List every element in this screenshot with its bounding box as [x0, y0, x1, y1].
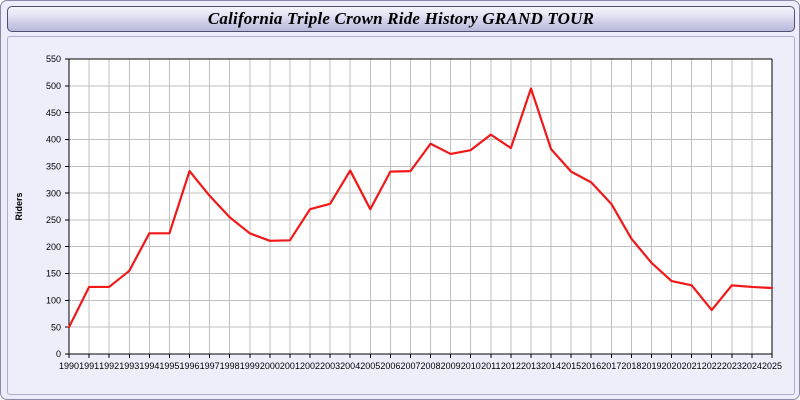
x-tick-label: 2017 [601, 361, 621, 371]
x-tick-label: 2020 [662, 361, 682, 371]
x-tick-label: 2012 [501, 361, 521, 371]
y-axis-title-text: Riders [14, 192, 24, 220]
y-tick-label: 550 [46, 54, 61, 64]
x-tick-label: 2019 [641, 361, 661, 371]
x-tick-label: 2000 [260, 361, 280, 371]
plot-background [69, 59, 772, 354]
y-tick-label: 50 [51, 322, 61, 332]
window-title-bar: California Triple Crown Ride History GRA… [7, 6, 795, 32]
x-tick-label: 2011 [481, 361, 500, 371]
y-tick-label: 500 [46, 81, 61, 91]
x-tick-label: 2008 [421, 361, 441, 371]
x-tick-label: 2022 [702, 361, 722, 371]
y-axis-ticks: 0 50 100 150 200 250 300 350 400 450 500 550 [46, 54, 69, 359]
x-tick-label: 2009 [441, 361, 461, 371]
x-tick-label: 2010 [461, 361, 481, 371]
x-tick-label: 2013 [521, 361, 541, 371]
x-tick-label: 2021 [682, 361, 702, 371]
x-tick-label: 2004 [340, 361, 360, 371]
y-tick-label: 250 [46, 215, 61, 225]
y-tick-label: 300 [46, 188, 61, 198]
x-tick-label: 2007 [400, 361, 420, 371]
y-tick-label: 150 [46, 269, 61, 279]
y-tick-label: 350 [46, 161, 61, 171]
x-axis-ticks: 1990 1991 1992 1993 1994 1995 1996 1997 1998 1999… [59, 354, 782, 371]
x-tick-label: 2018 [621, 361, 641, 371]
x-tick-label: 1990 [59, 361, 79, 371]
x-tick-label: 1999 [240, 361, 260, 371]
x-tick-label: 1993 [119, 361, 139, 371]
x-tick-label: 2005 [360, 361, 380, 371]
x-tick-label: 1991 [79, 361, 99, 371]
x-tick-label: 2014 [541, 361, 561, 371]
x-tick-label: 1995 [159, 361, 179, 371]
y-tick-label: 200 [46, 242, 61, 252]
chart-plot-container: 0 50 100 150 200 250 300 350 400 450 500 550 1990 19… [7, 36, 795, 395]
x-tick-label: 2024 [742, 361, 762, 371]
x-tick-label: 2025 [762, 361, 782, 371]
axis-lines [68, 58, 773, 355]
x-tick-label: 1994 [139, 361, 159, 371]
y-axis-title: Riders [14, 192, 24, 220]
x-tick-label: 1997 [200, 361, 220, 371]
x-tick-label: 1992 [99, 361, 119, 371]
y-tick-label: 400 [46, 135, 61, 145]
x-tick-label: 2023 [722, 361, 742, 371]
data-series-riders[interactable] [67, 87, 774, 329]
series-line-riders[interactable] [67, 87, 774, 329]
page-title: California Triple Crown Ride History GRA… [207, 9, 595, 28]
x-tick-label: 2016 [581, 361, 601, 371]
x-tick-label: 1998 [220, 361, 240, 371]
plot-area-background [69, 59, 772, 354]
x-tick-label: 2001 [280, 361, 300, 371]
y-tick-label: 100 [46, 296, 61, 306]
x-tick-label: 2002 [300, 361, 320, 371]
x-tick-label: 2006 [380, 361, 400, 371]
x-tick-label: 2003 [320, 361, 340, 371]
y-tick-label: 450 [46, 108, 61, 118]
x-tick-label: 2015 [561, 361, 581, 371]
x-tick-label: 1996 [179, 361, 199, 371]
y-tick-label: 0 [56, 349, 61, 359]
